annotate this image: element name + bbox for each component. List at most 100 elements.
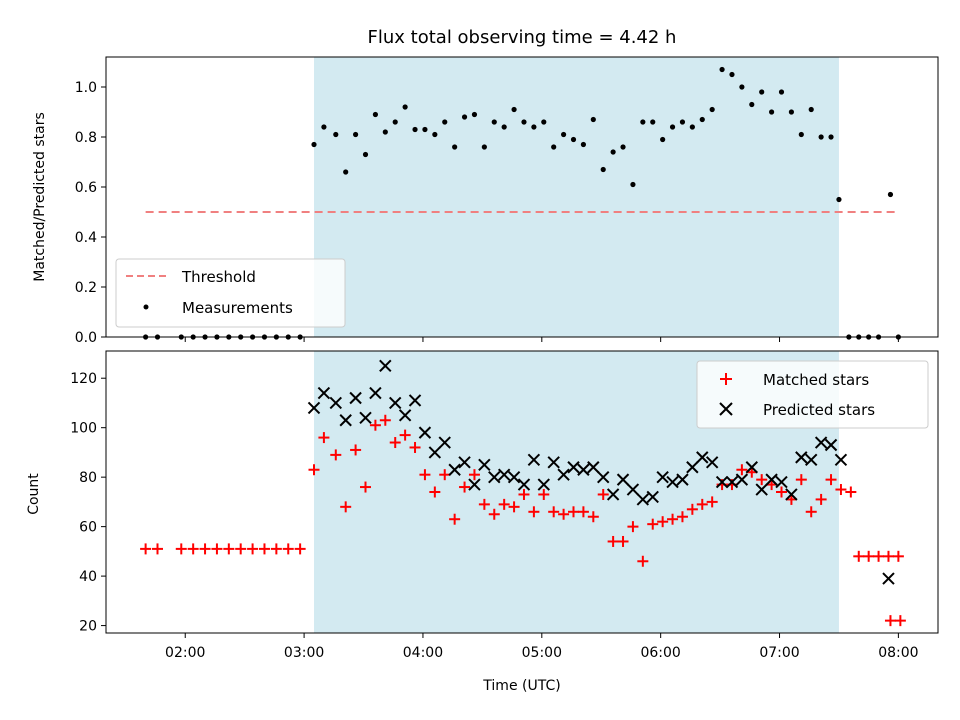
count-y-tick-label: 20 <box>79 619 97 635</box>
predicted-star-point <box>307 401 321 415</box>
predicted-star-point <box>696 451 709 464</box>
measurements-legend-swatch <box>143 304 149 310</box>
ratio-y-tick-label: 0.2 <box>75 280 97 296</box>
count-x-tick-label: 08:00 <box>878 645 918 661</box>
matched-star-point <box>140 543 152 555</box>
ratio-panel: 0.0 0.2 0.4 0.6 0.8 1.0 Flux total observing … <box>32 27 939 346</box>
predicted-star-point <box>636 493 650 506</box>
measurement-point <box>353 131 359 138</box>
matched-star-point <box>498 498 510 510</box>
measurement-point <box>749 101 755 108</box>
count-legend-box <box>696 360 929 429</box>
ratio-y-tick-label: 0.8 <box>75 130 97 146</box>
matched-star-point <box>270 543 282 555</box>
measurement-point <box>471 111 478 118</box>
count-y-tick-label: 120 <box>70 371 97 387</box>
predicted-star-point <box>686 461 699 474</box>
measurement-point <box>333 131 339 138</box>
matched-star-point <box>350 444 362 456</box>
measurement-point <box>887 191 894 198</box>
predicted-star-point <box>488 470 501 484</box>
count-y-tick-label: 40 <box>79 569 97 585</box>
count-x-tick-label: 02:00 <box>165 645 205 661</box>
ratio-y-tick-label: 0.4 <box>75 230 97 246</box>
matched-star-point <box>459 481 471 493</box>
measurement-point <box>610 149 616 155</box>
count-y-tick-label: 100 <box>70 421 97 437</box>
measurements-legend-label: Measurements <box>182 299 293 317</box>
matched-star-point <box>294 543 306 555</box>
measurement-point <box>392 119 398 125</box>
matched-star-point <box>379 414 391 426</box>
matched-star-point <box>882 550 894 562</box>
ratio-legend-box <box>115 258 346 328</box>
matched-star-point <box>247 543 259 555</box>
predicted-star-point <box>725 475 739 489</box>
measurement-point <box>362 151 369 158</box>
predicted-star-point <box>834 453 848 467</box>
matched-star-point <box>518 488 530 500</box>
predicted-star-point <box>735 473 749 486</box>
count-x-ticks: 02:00 03:00 04:00 05:00 06:00 07:00 08:00 <box>165 633 919 661</box>
ratio-y-tick-label: 0.0 <box>75 330 97 346</box>
predicted-star-point <box>359 411 372 424</box>
matched-star-point <box>657 516 669 528</box>
measurement-point <box>699 116 705 123</box>
measurement-point <box>461 114 468 120</box>
predicted-legend-label: Predicted stars <box>763 401 875 419</box>
predicted-star-point <box>497 468 511 481</box>
matched-star-point <box>873 550 885 562</box>
measurement-point <box>311 141 317 148</box>
predicted-star-point <box>745 461 758 474</box>
predicted-star-point <box>577 463 590 476</box>
measurement-point <box>343 169 349 175</box>
predicted-star-point <box>805 453 818 467</box>
measurement-point <box>836 196 842 203</box>
matched-star-point <box>528 506 540 518</box>
measurement-point <box>442 119 448 125</box>
matched-star-point <box>538 488 550 500</box>
matched-star-point <box>187 543 199 555</box>
matched-star-point <box>736 464 748 476</box>
measurement-point <box>808 106 814 113</box>
matched-star-point <box>235 543 247 555</box>
matched-star-point <box>776 486 788 498</box>
count-y-ticks: 20 40 60 80 100 120 <box>70 371 106 635</box>
matched-star-point <box>152 543 164 555</box>
matched-star-point <box>211 543 223 555</box>
matched-legend-label: Matched stars <box>763 371 869 389</box>
predicted-star-point <box>676 473 689 486</box>
measurement-point <box>321 124 327 130</box>
matched-star-point <box>884 615 896 627</box>
matched-star-point <box>597 488 609 500</box>
matched-star-point <box>568 506 580 518</box>
measurement-point <box>640 119 646 125</box>
predicted-star-point <box>418 426 432 439</box>
predicted-legend-swatch <box>719 402 733 416</box>
predicted-star-point <box>438 436 451 449</box>
measurement-point <box>679 119 686 125</box>
matched-star-point <box>488 508 500 520</box>
measurement-point <box>541 119 547 125</box>
measurement-point <box>412 126 418 133</box>
count-x-tick-label: 07:00 <box>759 645 799 661</box>
predicted-star-point <box>775 475 788 489</box>
predicted-star-point <box>824 438 838 452</box>
matched-star-point <box>548 506 560 518</box>
matched-star-point <box>894 615 906 627</box>
predicted-star-point <box>705 456 719 469</box>
measurement-point <box>828 134 834 140</box>
measurement-point <box>561 131 567 138</box>
measurement-point <box>709 106 715 113</box>
measurement-point <box>382 129 388 135</box>
matched-star-point <box>815 493 827 505</box>
measurement-point <box>788 109 795 115</box>
matched-star-point <box>835 484 847 496</box>
predicted-star-point <box>795 451 808 464</box>
count-y-axis-label: Count <box>26 473 42 515</box>
predicted-star-point <box>317 386 331 400</box>
matched-star-point <box>419 469 431 481</box>
predicted-star-point <box>606 488 620 501</box>
predicted-star-point <box>666 475 679 489</box>
matched-star-point <box>175 543 187 555</box>
